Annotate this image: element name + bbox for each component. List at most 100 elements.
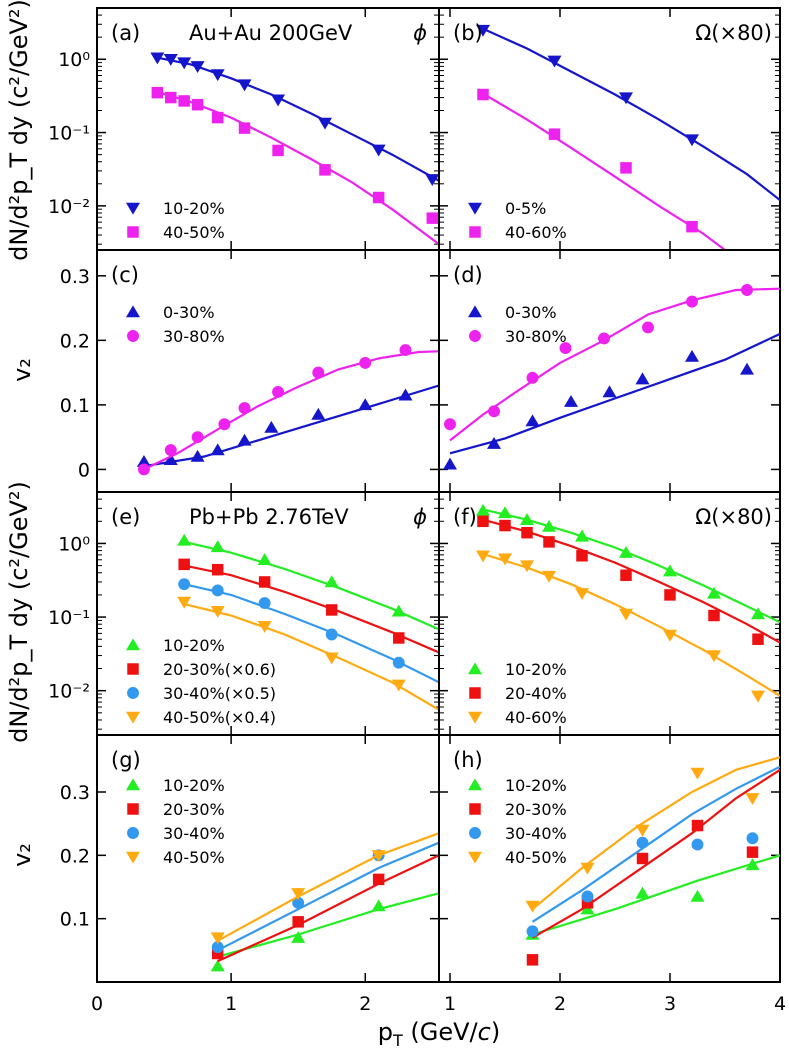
data-point — [272, 144, 284, 157]
data-point — [211, 584, 224, 597]
x-tick-label: 1 — [225, 993, 237, 1015]
data-point — [751, 690, 765, 703]
data-point — [272, 386, 285, 398]
data-point — [686, 295, 698, 308]
data-point — [325, 628, 338, 641]
y-tick-label: 0.1 — [60, 909, 90, 931]
legend-label: 10-20% — [505, 660, 567, 679]
data-point — [619, 608, 633, 621]
data-point — [547, 55, 562, 68]
y-tick-label: 10⁻¹ — [48, 607, 90, 629]
data-point — [218, 418, 231, 431]
data-point — [620, 569, 632, 581]
y-tick-label: 0.3 — [60, 782, 90, 804]
legend-label: 20-30% — [163, 800, 225, 819]
data-point — [476, 503, 490, 516]
data-point — [690, 889, 705, 902]
data-point — [258, 597, 271, 610]
data-point — [745, 793, 760, 805]
data-point — [178, 558, 190, 571]
plot-area — [476, 503, 780, 703]
legend-label: 30-40%(×0.5) — [163, 684, 276, 703]
plot-area — [177, 533, 439, 711]
y-tick-label: 0.3 — [60, 266, 90, 288]
legend: 0-30% 30-80% — [468, 303, 567, 346]
panel-letter: (f) — [453, 505, 477, 529]
data-point — [525, 414, 540, 427]
panel-letter: (d) — [453, 263, 483, 287]
legend-marker — [127, 330, 139, 342]
legend-marker — [127, 687, 139, 699]
legend-label: 40-50% — [505, 848, 567, 867]
data-point — [691, 838, 704, 851]
data-point — [319, 164, 331, 176]
panel-d: (d) 0-30% 30-80% — [438, 249, 781, 493]
data-point — [210, 443, 225, 456]
plot-area — [136, 344, 439, 476]
data-point — [685, 134, 699, 147]
data-point — [575, 529, 589, 542]
data-point — [358, 398, 373, 411]
panel-letter: (h) — [453, 748, 483, 772]
legend-marker — [127, 827, 139, 839]
panel-frame — [438, 249, 781, 493]
data-point — [444, 418, 456, 431]
xlabel-unit-italic: c — [478, 1018, 491, 1046]
data-point — [499, 519, 511, 532]
data-point — [525, 900, 540, 913]
x-tick-label: 4 — [774, 993, 786, 1015]
data-point — [581, 897, 594, 909]
panel-g: 0.1 0.2 0.3 0 1 2 (g) 10-20% 20-30% 30-40% 40-50% — [60, 734, 440, 1015]
particle-label: ϕ — [413, 505, 427, 529]
data-point — [324, 652, 339, 665]
data-point — [426, 212, 439, 224]
data-point — [746, 832, 759, 845]
panel-letter: (b) — [453, 21, 483, 45]
fit-line-30-80% — [449, 287, 780, 442]
data-point — [520, 560, 534, 573]
legend-label: 40-60% — [505, 223, 567, 242]
data-point — [526, 954, 539, 966]
legend-marker — [468, 202, 482, 215]
data-point — [324, 575, 339, 588]
fit-line-30-40% — [217, 841, 439, 952]
legend-marker — [469, 803, 481, 815]
data-point — [520, 513, 534, 525]
panel-title: Ω(×80) — [695, 505, 772, 529]
y-tick-label: 10⁻² — [48, 196, 90, 218]
data-point — [391, 679, 406, 692]
y-tick-label: 10⁰ — [58, 533, 90, 555]
legend-marker — [468, 851, 482, 864]
legend-label: 10-20% — [163, 199, 225, 218]
data-point — [398, 388, 413, 401]
data-point — [581, 890, 594, 903]
data-point — [178, 578, 191, 591]
legend-marker — [468, 778, 482, 791]
particle-label: ϕ — [413, 21, 427, 45]
fit-line-40-50% — [217, 832, 439, 942]
data-point — [211, 563, 224, 576]
data-point — [190, 61, 205, 73]
legend: 10-20% 20-30% 30-40% 40-50% — [126, 776, 225, 867]
legend-label: 10-20% — [163, 636, 225, 655]
data-point — [559, 342, 572, 355]
y-tick-label: 0.2 — [60, 845, 90, 867]
data-point — [264, 420, 279, 433]
data-point — [664, 589, 676, 601]
data-point — [543, 536, 555, 548]
data-point — [691, 819, 704, 832]
legend-marker — [126, 778, 140, 791]
data-point — [318, 117, 332, 130]
data-point — [237, 433, 252, 446]
legend-marker — [126, 851, 140, 864]
legend-label: 30-80% — [163, 327, 225, 346]
data-point — [210, 69, 225, 82]
data-point — [598, 332, 610, 345]
data-point — [526, 925, 539, 938]
data-point — [542, 570, 556, 583]
legend-label: 0-30% — [505, 303, 557, 322]
fit-line-30-80% — [143, 350, 439, 471]
data-point — [636, 836, 649, 849]
